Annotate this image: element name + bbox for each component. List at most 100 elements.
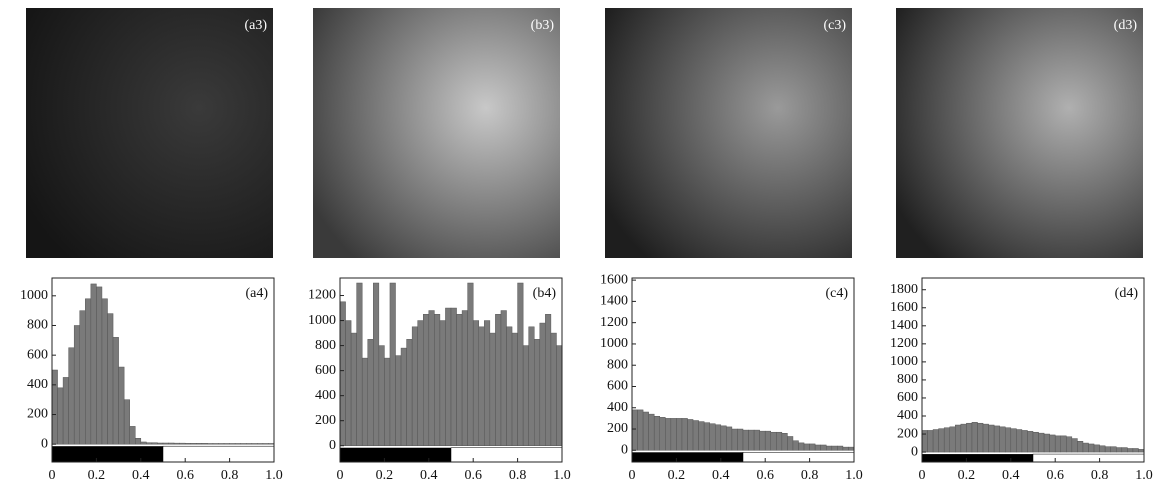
- bar: [792, 440, 799, 451]
- bar: [803, 443, 810, 451]
- bar: [207, 443, 214, 445]
- bar: [400, 347, 407, 446]
- x-tick-label: 0: [919, 468, 926, 483]
- bar: [168, 442, 175, 445]
- bar: [190, 443, 197, 445]
- bar: [676, 418, 683, 451]
- y-tick-label: 1200: [600, 315, 628, 330]
- bar: [406, 339, 413, 446]
- bar: [949, 426, 956, 453]
- bar: [489, 332, 496, 446]
- bar: [709, 423, 716, 451]
- y-tick-label: 0: [911, 444, 918, 459]
- bar: [262, 443, 269, 445]
- intensity-strip-dark: [340, 447, 451, 462]
- bar: [698, 421, 705, 451]
- bar: [687, 419, 694, 451]
- y-tick-label: 1600: [890, 300, 918, 315]
- y-tick-label: 400: [897, 408, 918, 423]
- bar: [1016, 429, 1023, 453]
- y-tick-label: 1200: [890, 336, 918, 351]
- bar: [637, 409, 644, 451]
- bar: [927, 430, 934, 453]
- bar: [62, 377, 69, 445]
- y-tick-label: 600: [607, 379, 628, 394]
- y-tick-label: 1800: [890, 282, 918, 297]
- panel-label: (a4): [245, 286, 268, 301]
- bar: [500, 310, 507, 446]
- bar: [51, 369, 58, 445]
- photo: [605, 8, 852, 258]
- bar: [731, 428, 738, 451]
- bar: [798, 442, 805, 451]
- x-tick-label: 0.8: [509, 468, 527, 483]
- bar: [642, 411, 649, 451]
- bar: [999, 426, 1006, 453]
- intensity-strip-light: [162, 445, 275, 463]
- bar: [826, 445, 833, 451]
- bar: [1066, 436, 1073, 453]
- bar: [140, 441, 147, 445]
- y-tick-label: 1000: [600, 336, 628, 351]
- bar: [1132, 448, 1139, 453]
- bar: [85, 298, 92, 445]
- bar: [809, 443, 816, 451]
- bar: [123, 399, 130, 445]
- bar: [1060, 435, 1067, 453]
- bar: [417, 320, 424, 446]
- bar: [73, 325, 80, 445]
- bar: [955, 424, 962, 453]
- plot-frame: [631, 277, 855, 463]
- panel-label: (c4): [825, 286, 848, 301]
- intensity-strip-light: [1032, 453, 1145, 463]
- bar: [814, 444, 821, 451]
- bar: [960, 423, 967, 453]
- bar: [1054, 435, 1061, 453]
- x-tick-label: 0.6: [756, 468, 774, 483]
- y-tick-label: 0: [329, 438, 336, 453]
- y-tick-label: 200: [315, 413, 336, 428]
- bar: [434, 314, 441, 446]
- bar: [1071, 438, 1078, 453]
- x-tick-label: 0.6: [1046, 468, 1064, 483]
- bar: [977, 422, 984, 453]
- bar: [737, 428, 744, 451]
- bar: [1038, 432, 1045, 453]
- bar: [423, 314, 430, 446]
- bar: [820, 444, 827, 451]
- bar: [781, 433, 788, 451]
- x-tick-label: 0.8: [801, 468, 819, 483]
- photo-label: (c3): [823, 18, 846, 33]
- bar: [517, 282, 524, 446]
- x-tick-label: 1.0: [845, 468, 863, 483]
- intensity-strip-light: [450, 447, 563, 463]
- bar: [373, 282, 380, 446]
- bar: [1010, 428, 1017, 453]
- photo: [26, 8, 273, 258]
- y-tick-label: 200: [27, 407, 48, 422]
- photo: [313, 8, 560, 258]
- y-tick-label: 200: [897, 426, 918, 441]
- bar: [428, 310, 435, 446]
- y-tick-label: 200: [607, 421, 628, 436]
- x-tick-label: 0.4: [1002, 468, 1020, 483]
- bar: [1127, 448, 1134, 453]
- x-tick-label: 1.0: [1135, 468, 1153, 483]
- y-tick-label: 1400: [600, 294, 628, 309]
- bar: [389, 282, 396, 446]
- bar: [1110, 446, 1117, 453]
- bar: [129, 426, 136, 445]
- bar: [90, 283, 97, 445]
- bar: [726, 426, 733, 451]
- bar: [742, 429, 749, 451]
- x-tick-label: 0.8: [1091, 468, 1109, 483]
- y-tick-label: 1200: [308, 288, 336, 303]
- bar: [1116, 447, 1123, 453]
- y-tick-label: 600: [897, 390, 918, 405]
- bar: [339, 301, 346, 446]
- bar: [201, 443, 208, 445]
- bar: [715, 424, 722, 451]
- bar: [534, 339, 541, 446]
- bar: [350, 332, 357, 446]
- x-tick-label: 0.2: [958, 468, 976, 483]
